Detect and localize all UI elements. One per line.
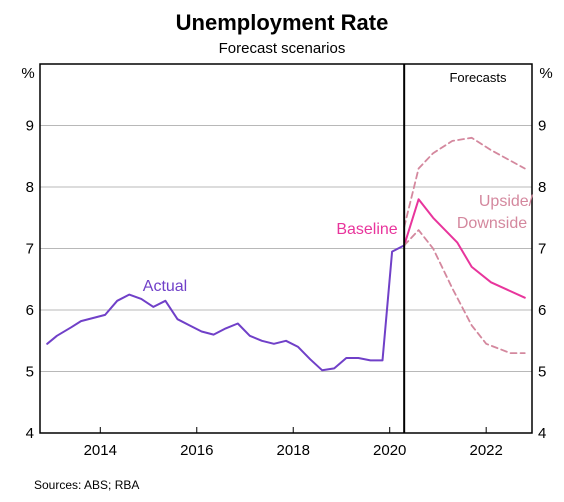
y-tick-right-6: 6 <box>538 302 546 319</box>
y-tick-right-7: 7 <box>538 241 546 258</box>
y-tick-left-8: 8 <box>26 179 34 196</box>
series-lines <box>46 136 526 372</box>
label-upside: Upside/ <box>479 193 534 210</box>
label-actual: Actual <box>143 278 187 295</box>
x-tick-2022: 2022 <box>469 442 502 459</box>
x-tick-2018: 2018 <box>277 442 310 459</box>
forecast-label: Forecasts <box>449 70 507 85</box>
series-line-baseline-1 <box>403 198 526 299</box>
y-axis-left: 4 5 6 7 8 9 <box>26 118 34 443</box>
x-tick-2020: 2020 <box>373 442 406 459</box>
y-tick-left-7: 7 <box>26 241 34 258</box>
plot-frame <box>39 63 533 434</box>
gridlines <box>40 125 532 372</box>
y-tick-right-9: 9 <box>538 118 546 135</box>
y-unit-right: % <box>539 65 552 82</box>
y-tick-right-5: 5 <box>538 364 546 381</box>
y-tick-left-4: 4 <box>26 425 34 442</box>
x-axis: 2014 2016 2018 2020 2022 <box>84 427 503 459</box>
y-tick-right-8: 8 <box>538 179 546 196</box>
y-tick-left-9: 9 <box>26 118 34 135</box>
y-unit-left: % <box>21 65 34 82</box>
label-downside: Downside <box>457 215 527 232</box>
series-line-actual-0 <box>46 244 406 372</box>
series-line-upside-downside-3 <box>403 229 526 354</box>
label-baseline: Baseline <box>336 221 397 238</box>
x-tick-2016: 2016 <box>180 442 213 459</box>
chart-title: Unemployment Rate <box>176 10 389 35</box>
y-tick-left-5: 5 <box>26 364 34 381</box>
y-axis-right: 4 5 6 7 8 9 <box>538 118 546 443</box>
y-tick-left-6: 6 <box>26 302 34 319</box>
series-line-upside-downside-2 <box>403 136 526 228</box>
chart-subtitle: Forecast scenarios <box>219 40 346 57</box>
y-tick-right-4: 4 <box>538 425 546 442</box>
source-note: Sources: ABS; RBA <box>34 478 139 492</box>
x-tick-2014: 2014 <box>84 442 117 459</box>
